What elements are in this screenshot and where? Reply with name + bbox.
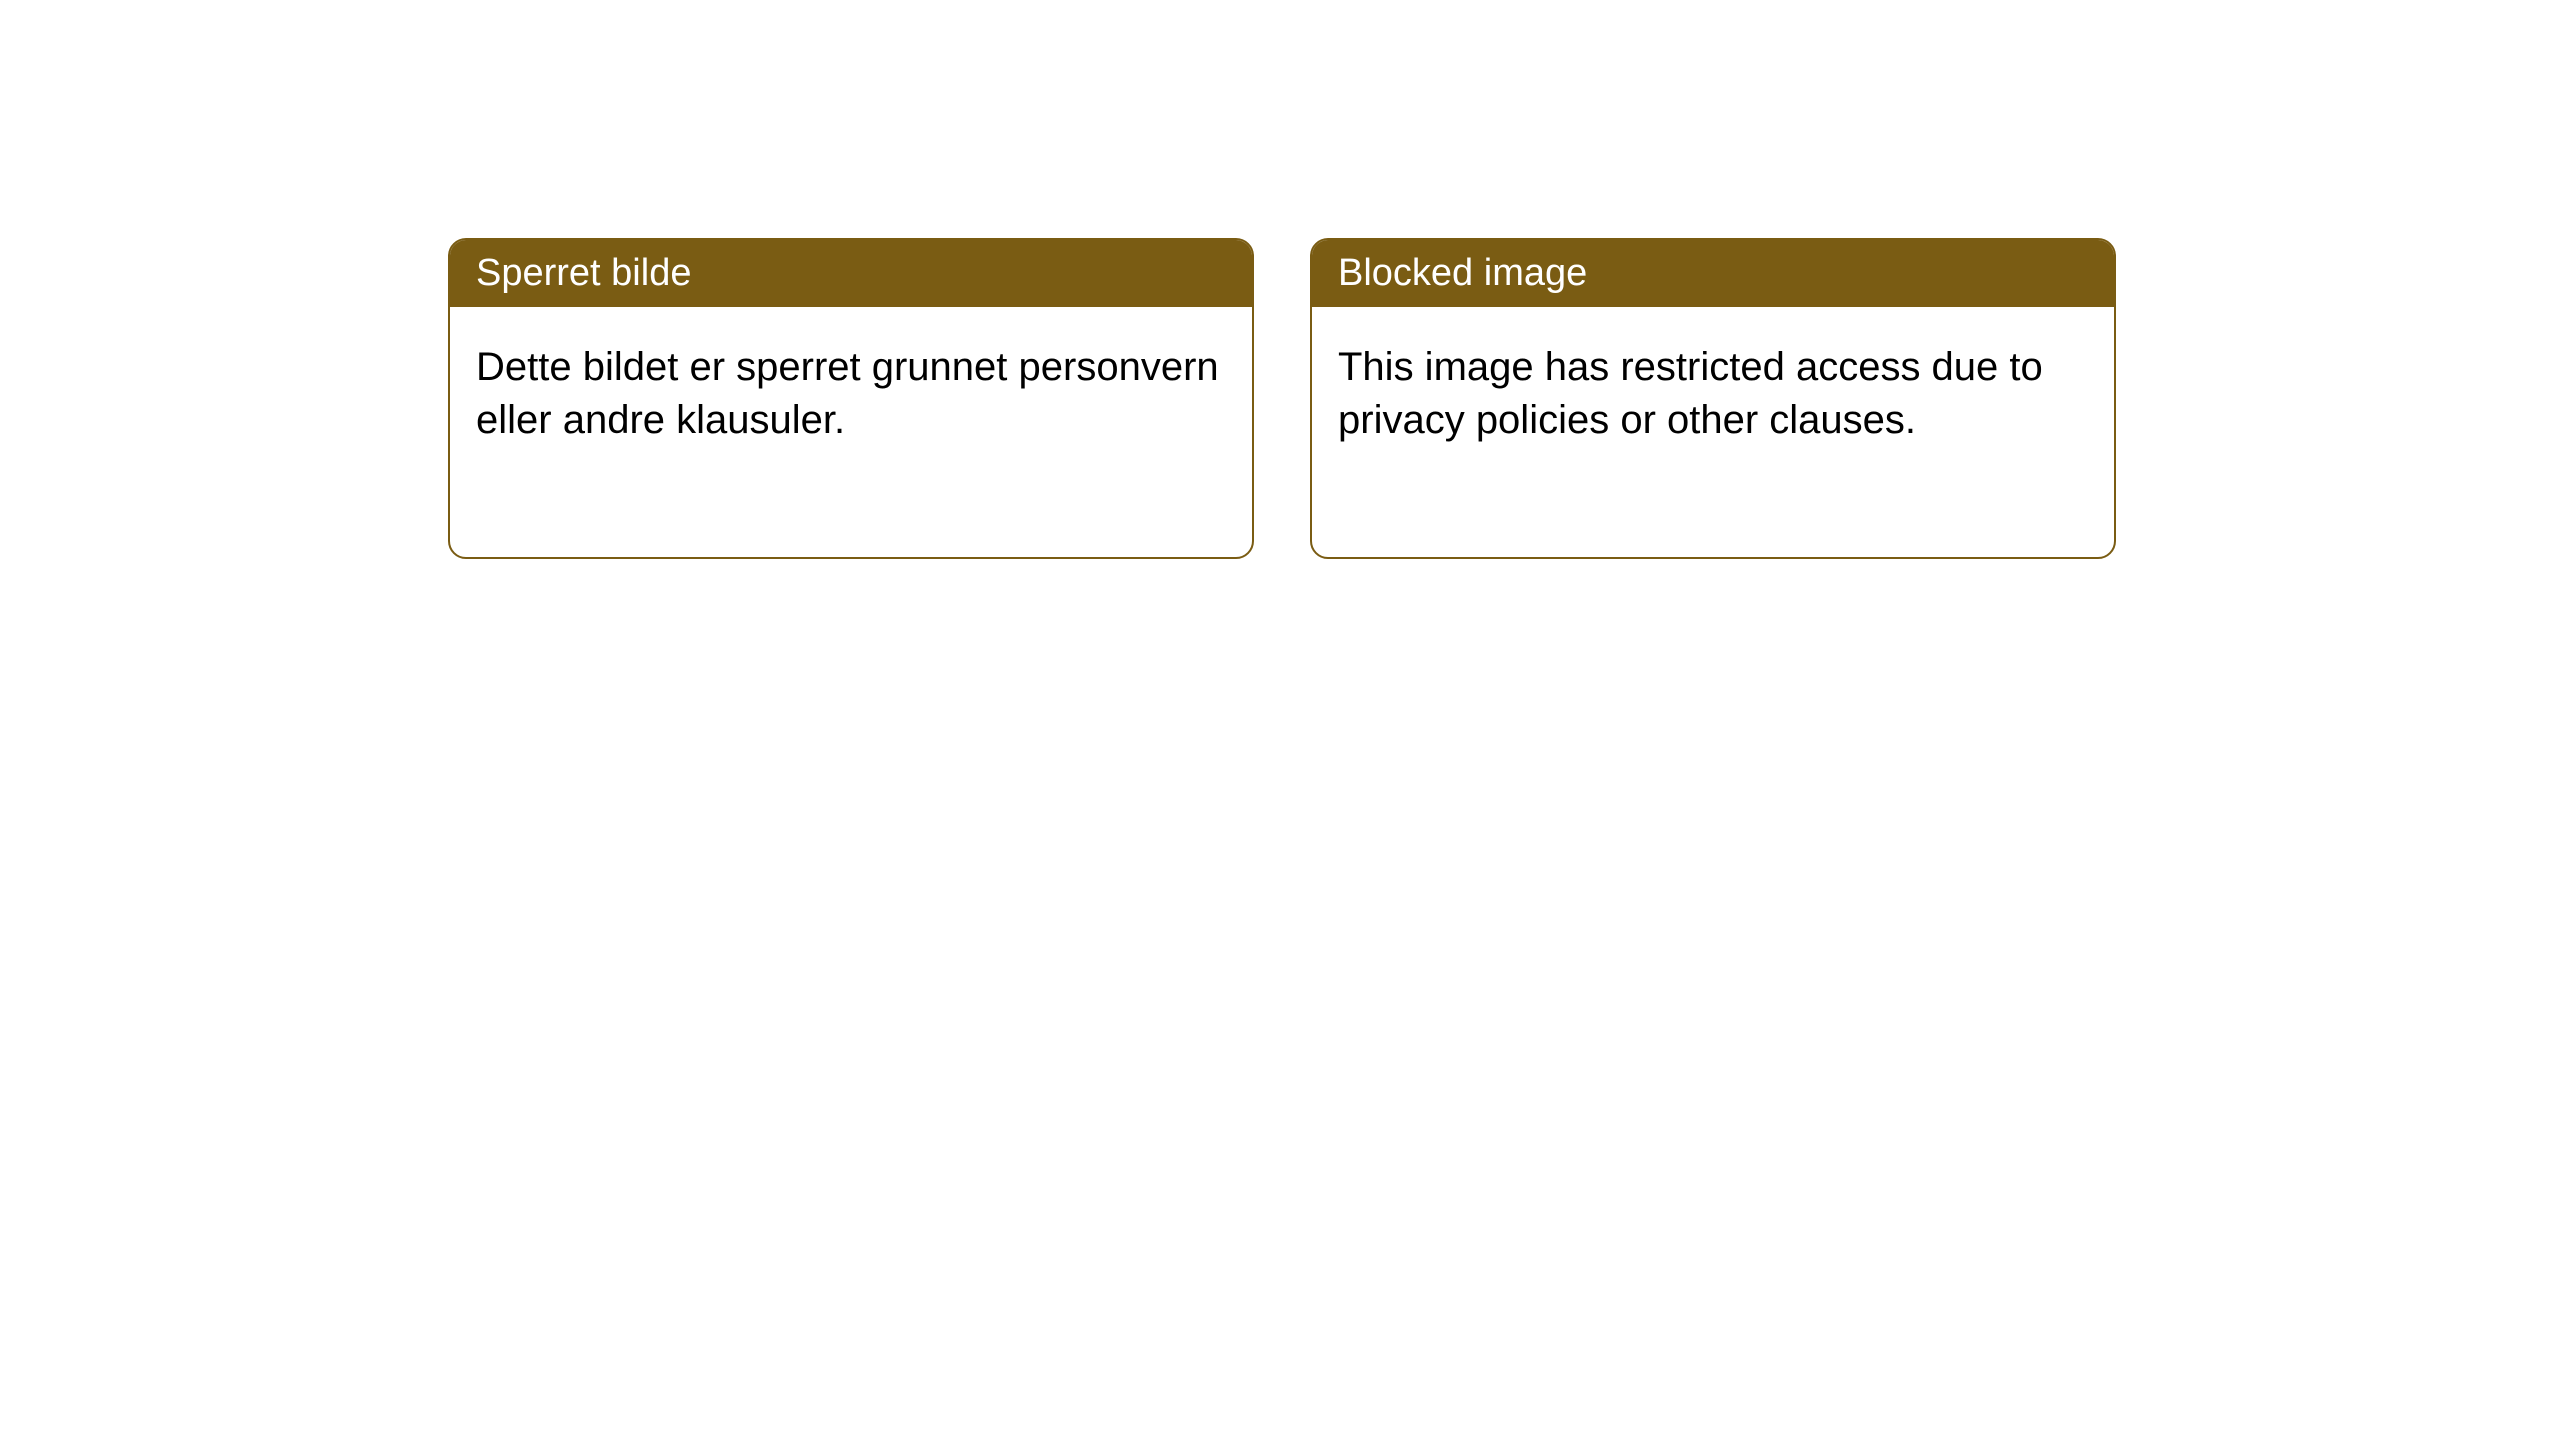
- card-body-text-en: This image has restricted access due to …: [1338, 345, 2043, 442]
- card-title-no: Sperret bilde: [476, 252, 691, 294]
- notice-container: Sperret bilde Dette bildet er sperret gr…: [0, 0, 2560, 559]
- card-body-en: This image has restricted access due to …: [1312, 307, 2114, 557]
- card-body-no: Dette bildet er sperret grunnet personve…: [450, 307, 1252, 557]
- card-title-en: Blocked image: [1338, 252, 1587, 294]
- card-header-en: Blocked image: [1312, 240, 2114, 307]
- blocked-image-card-no: Sperret bilde Dette bildet er sperret gr…: [448, 238, 1254, 559]
- card-body-text-no: Dette bildet er sperret grunnet personve…: [476, 345, 1219, 442]
- blocked-image-card-en: Blocked image This image has restricted …: [1310, 238, 2116, 559]
- card-header-no: Sperret bilde: [450, 240, 1252, 307]
